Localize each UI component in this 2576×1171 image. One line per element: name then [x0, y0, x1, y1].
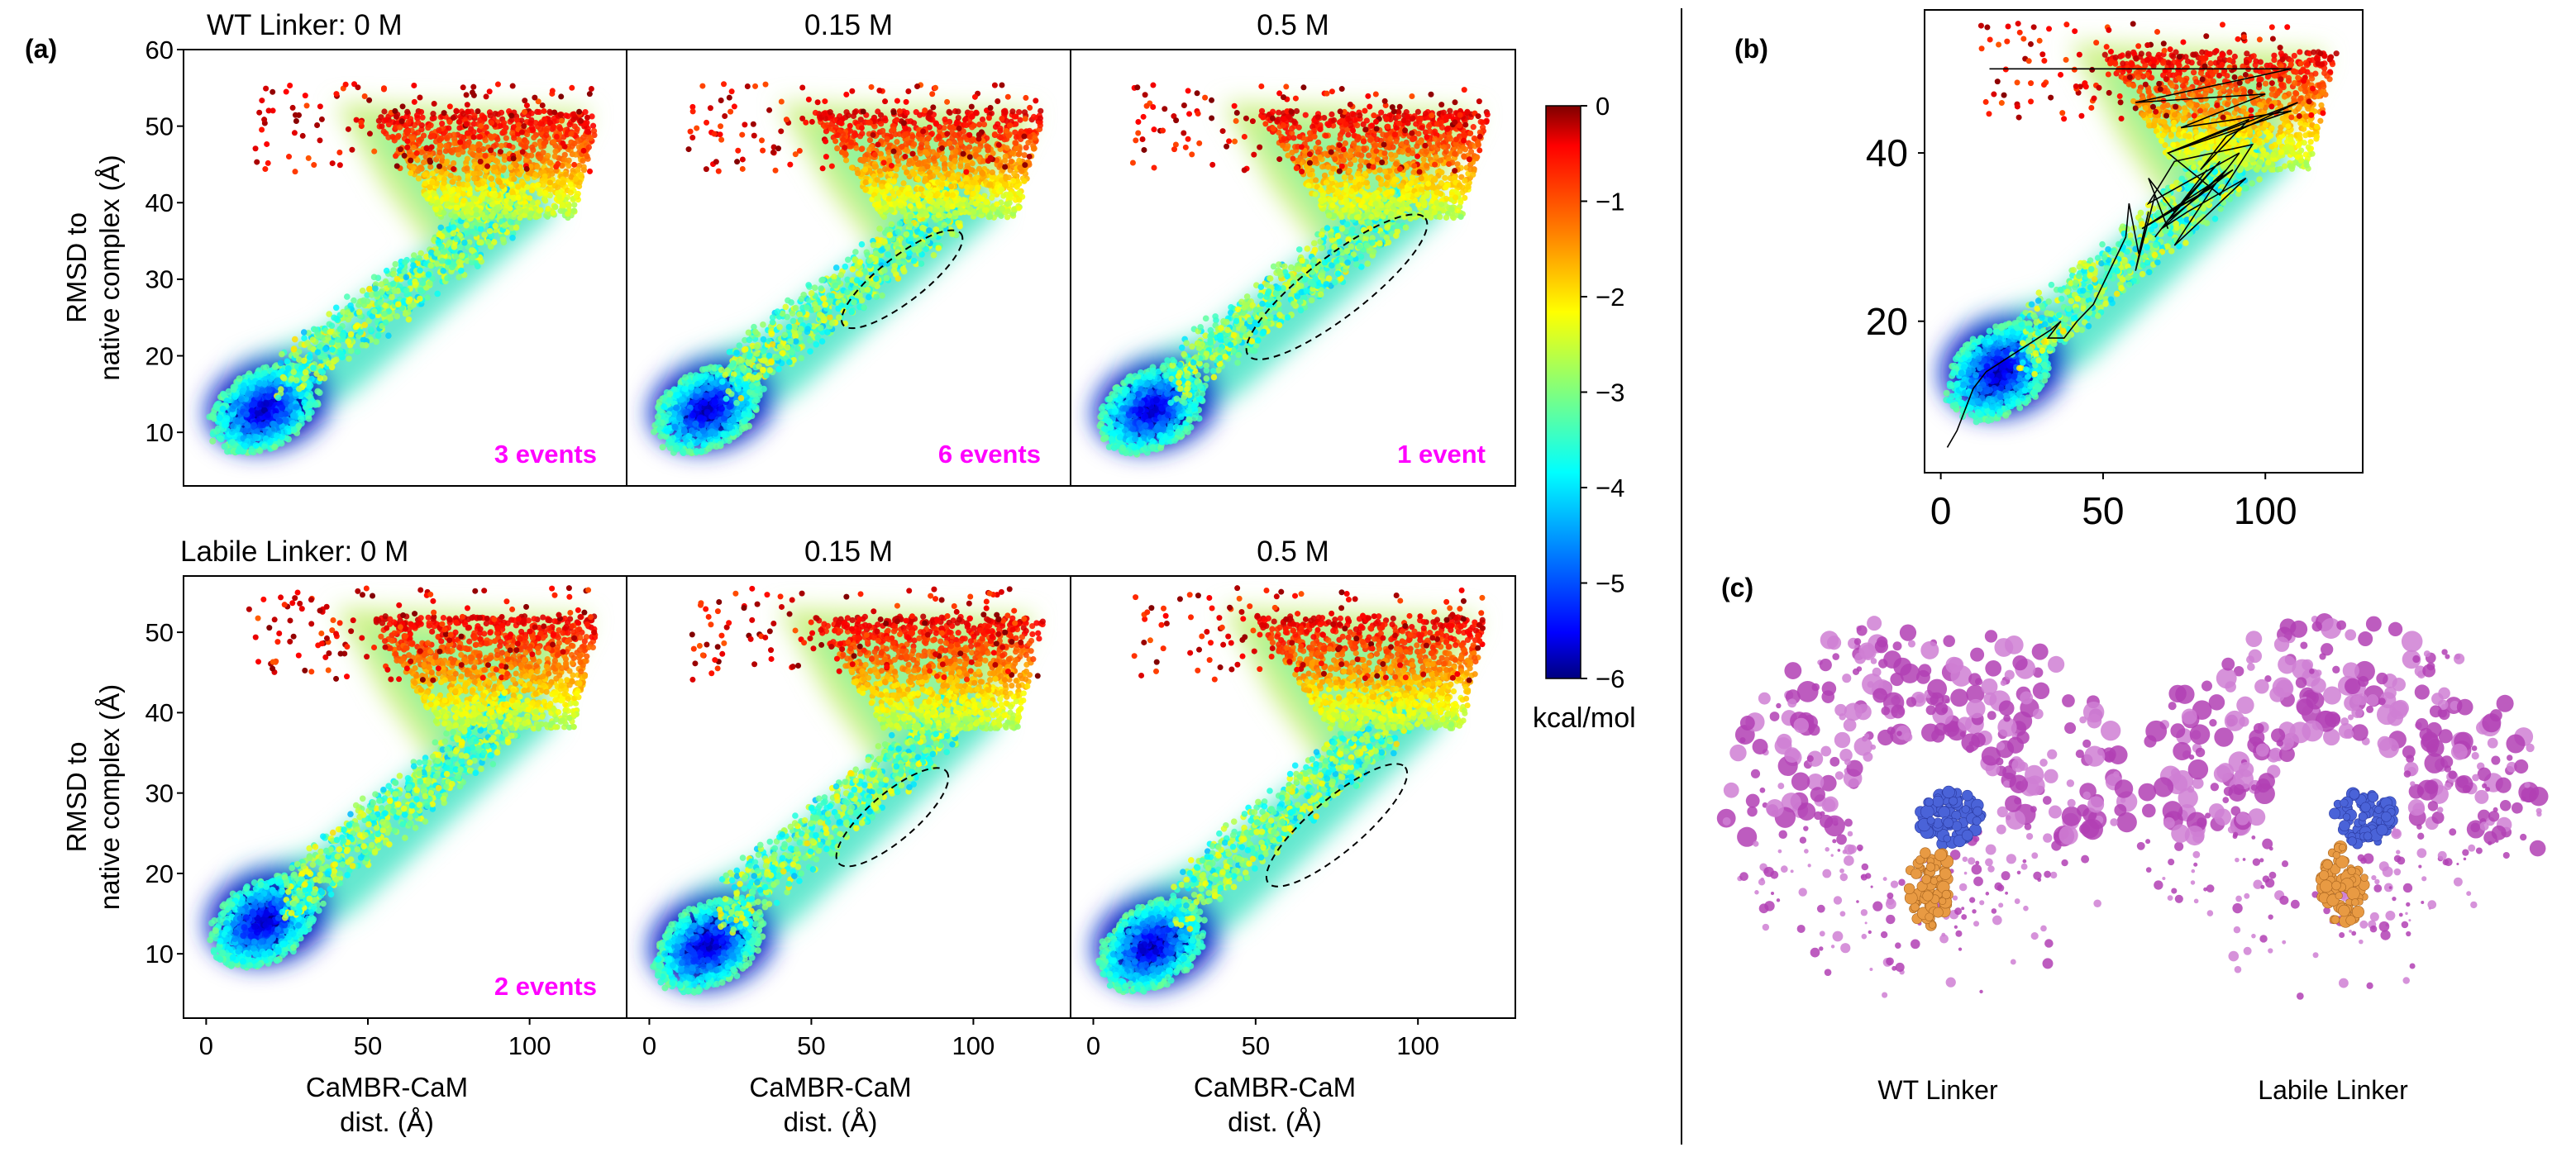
- panel-title: 0.15 M: [804, 9, 893, 41]
- x-tick-label: 100: [2234, 489, 2297, 532]
- panel-wt-015M: 0.15 M 6 events: [627, 9, 1071, 486]
- panel-wt-05M: 0.5 M 1 event: [1071, 9, 1515, 486]
- colorbar-gradient: [1546, 106, 1581, 678]
- colorbar-tick-label: −5: [1596, 569, 1624, 598]
- y-axis-label: RMSD tonative complex (Å): [61, 155, 125, 380]
- x-tick-label: 50: [2082, 489, 2124, 532]
- panel-title: 0.5 M: [1257, 9, 1329, 41]
- x-tick-label: 100: [1396, 1031, 1439, 1060]
- density-rendering-wt: WT Linker: [1717, 616, 2138, 1105]
- plot-area-lab-015M: [636, 586, 1046, 1006]
- x-tick-label: 50: [1242, 1031, 1270, 1060]
- panel-title: WT Linker: 0 M: [207, 9, 403, 41]
- free-energy-panels: WT Linker: 0 M 3 events 10 20 30 40 50 60 RMSD t…: [61, 9, 2363, 1137]
- panel-title: Labile Linker: 0 M: [180, 536, 408, 568]
- y-tick-label: 40: [145, 698, 174, 727]
- y-tick-label: 30: [145, 778, 174, 807]
- panel-label-c: (c): [1721, 573, 1753, 602]
- y-tick-label: 30: [145, 265, 174, 294]
- event-count: 6 events: [938, 440, 1041, 469]
- panel-title: 0.5 M: [1257, 536, 1329, 568]
- y-tick-label: 50: [145, 112, 174, 140]
- colorbar-tick-label: −3: [1596, 378, 1624, 407]
- panel-label-a: (a): [25, 34, 57, 64]
- x-tick-label: 50: [354, 1031, 382, 1060]
- density-caption: WT Linker: [1877, 1075, 1998, 1105]
- landscape-points: [1095, 585, 1486, 995]
- y-tick-label: 20: [1866, 300, 1908, 343]
- colorbar-tick-label: −4: [1596, 474, 1624, 502]
- panel-trajectory: 20 40 0 50 100: [1866, 10, 2363, 532]
- plot-area-wt-015M: [637, 81, 1043, 467]
- panel-label-b: (b): [1734, 34, 1768, 64]
- colorbar-tick-label: −1: [1596, 188, 1624, 217]
- colorbar: 0 −1 −2 −3 −4 −5 −6 kcal/mol: [1533, 92, 1636, 734]
- y-tick-label: 10: [145, 418, 174, 447]
- density-renderings: WT Linker Labile Linker: [1717, 613, 2549, 1105]
- colorbar-ticks: 0 −1 −2 −3 −4 −5 −6: [1581, 92, 1624, 693]
- event-count: 1 event: [1397, 440, 1486, 469]
- landscape-points: [1097, 83, 1491, 458]
- x-tick-label: 50: [797, 1031, 825, 1060]
- colorbar-label: kcal/mol: [1533, 702, 1636, 734]
- colorbar-tick-label: −6: [1596, 664, 1624, 693]
- y-axis-label: RMSD tonative complex (Å): [61, 684, 125, 910]
- colorbar-tick-label: −2: [1596, 283, 1624, 312]
- y-tick-label: 50: [145, 618, 174, 647]
- y-tick-label: 10: [145, 940, 174, 969]
- plot-area-lab-05M: [1080, 585, 1486, 1006]
- x-tick-label: 100: [508, 1031, 551, 1060]
- event-count: 2 events: [494, 972, 597, 1001]
- plot-area-lab-0M: [193, 585, 598, 982]
- plot-area-wt-0M: [193, 81, 597, 467]
- x-tick-label: 0: [642, 1031, 656, 1060]
- y-tick-label: 40: [145, 188, 174, 217]
- y-tick-label: 60: [145, 36, 174, 64]
- density-caption: Labile Linker: [2258, 1075, 2408, 1105]
- event-count: 3 events: [494, 440, 597, 469]
- y-tick-label: 40: [1866, 131, 1908, 174]
- density-rendering-labile: Labile Linker: [2137, 613, 2549, 1105]
- landscape-points: [651, 81, 1043, 456]
- x-tick-label: 100: [952, 1031, 995, 1060]
- x-tick-label: 0: [1930, 489, 1952, 532]
- y-tick-label: 20: [145, 341, 174, 370]
- x-tick-label: 0: [199, 1031, 213, 1060]
- panel-lab-0M: Labile Linker: 0 M 2 events 10 20 30 40 50 0 50 1…: [61, 536, 627, 1137]
- y-tick-label: 20: [145, 859, 174, 888]
- panel-title: 0.15 M: [804, 536, 893, 568]
- colorbar-tick-label: 0: [1596, 92, 1610, 121]
- plot-area-wt-05M: [1080, 83, 1491, 468]
- panel-wt-0M: WT Linker: 0 M 3 events 10 20 30 40 50 60 RMSD t…: [61, 9, 627, 486]
- x-tick-label: 0: [1086, 1031, 1100, 1060]
